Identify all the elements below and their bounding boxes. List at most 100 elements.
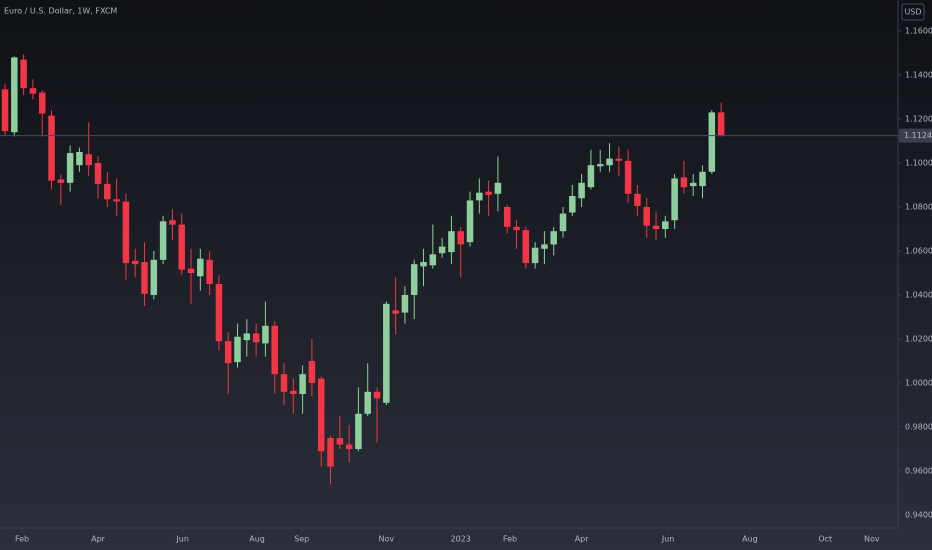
candle-body — [38, 92, 46, 114]
candle-body — [215, 283, 223, 342]
candle-body — [345, 444, 353, 449]
candle-body — [699, 171, 706, 187]
candle-body — [383, 303, 390, 403]
candle-body — [689, 182, 697, 187]
candle-body — [243, 333, 251, 341]
candle-body — [559, 213, 567, 232]
currency[interactable]: USD — [904, 8, 921, 17]
candle-body — [466, 200, 474, 243]
candle-body — [122, 201, 130, 264]
candle-body — [624, 160, 632, 194]
x-tick-label: Jun — [661, 535, 675, 544]
candle-body — [717, 112, 725, 136]
x-tick-label: Apr — [91, 535, 106, 544]
candle-body — [85, 154, 92, 166]
y-tick-label: 1.12000 — [905, 114, 932, 123]
candle-body — [513, 226, 520, 231]
candle-body — [290, 390, 297, 394]
candle-body — [48, 115, 55, 181]
y-tick-label: 1.10000 — [905, 158, 932, 167]
candle-body — [550, 231, 557, 245]
candle-body — [113, 199, 120, 202]
candle-body — [131, 260, 139, 265]
candle-body — [485, 191, 492, 195]
x-tick-label: Feb — [15, 535, 29, 544]
candle-body — [429, 254, 437, 266]
x-tick-label: Aug — [742, 535, 758, 544]
candle-body — [643, 206, 650, 226]
candle-body — [224, 341, 232, 364]
candle-body — [252, 333, 260, 343]
candle-body — [541, 244, 548, 249]
last-price-label: 1.11245 — [904, 131, 932, 140]
candle-body — [262, 325, 269, 344]
candle-body — [308, 360, 316, 383]
candle-body — [104, 183, 111, 200]
candle-body — [569, 195, 576, 213]
candle-body — [271, 325, 278, 375]
candle-body — [94, 162, 102, 184]
candle-body — [457, 231, 464, 245]
y-tick-label: 0.98000 — [905, 422, 932, 431]
x-tick-label: 2023 — [451, 535, 471, 544]
candle-body — [420, 261, 427, 267]
y-tick-label: 1.14000 — [905, 70, 932, 79]
candle-body — [615, 158, 623, 161]
candle-body — [364, 391, 371, 414]
x-tick-label: Oct — [818, 535, 832, 544]
x-tick-label: Feb — [503, 535, 517, 544]
candle-body — [187, 268, 195, 273]
candle-body — [662, 221, 669, 229]
x-tick-label: Nov — [379, 535, 395, 544]
currency-box[interactable] — [901, 3, 925, 21]
candle-body — [531, 247, 539, 264]
candle-body — [150, 259, 158, 295]
candle-body — [476, 192, 483, 201]
candle-body — [327, 437, 334, 467]
candle-body — [596, 164, 604, 167]
candle-body — [20, 59, 27, 89]
candle-body — [234, 336, 241, 363]
y-tick-label: 1.06000 — [905, 246, 932, 255]
candle-body — [587, 165, 595, 188]
candle-body — [373, 391, 381, 399]
y-tick-label: 1.04000 — [905, 290, 932, 299]
candle-body — [410, 264, 418, 295]
chart-title: Euro / U.S. Dollar, 1W, FXCM — [4, 7, 117, 16]
candle-body — [11, 57, 18, 133]
candle-body — [392, 310, 399, 314]
y-tick-label: 1.00000 — [905, 378, 932, 387]
x-tick-label: Aug — [249, 535, 265, 544]
candle-body — [206, 259, 213, 284]
candle-body — [438, 246, 446, 254]
candle-body — [169, 220, 176, 225]
candle-body — [29, 88, 37, 94]
candle-body — [66, 153, 74, 183]
candle-body — [336, 437, 344, 445]
candle-body — [494, 182, 502, 194]
candle-body — [76, 151, 83, 166]
candle-body — [1, 89, 9, 132]
candle-body — [448, 231, 455, 253]
candle-body — [522, 230, 530, 264]
candle-body — [401, 294, 409, 313]
last-price-box — [899, 128, 932, 143]
candle-body — [355, 413, 362, 449]
x-tick-label: Nov — [864, 535, 880, 544]
x-tick-label: Sep — [294, 535, 309, 544]
candle-body — [141, 261, 148, 294]
candle-body — [280, 374, 288, 392]
candle-body — [197, 258, 204, 277]
candle-body — [57, 179, 65, 183]
y-tick-label: 1.16000 — [905, 26, 932, 35]
candle-body — [708, 112, 716, 172]
candle-body — [680, 177, 688, 188]
x-tick-label: Apr — [575, 535, 590, 544]
candle-body — [634, 193, 641, 206]
candle-body — [299, 374, 306, 394]
